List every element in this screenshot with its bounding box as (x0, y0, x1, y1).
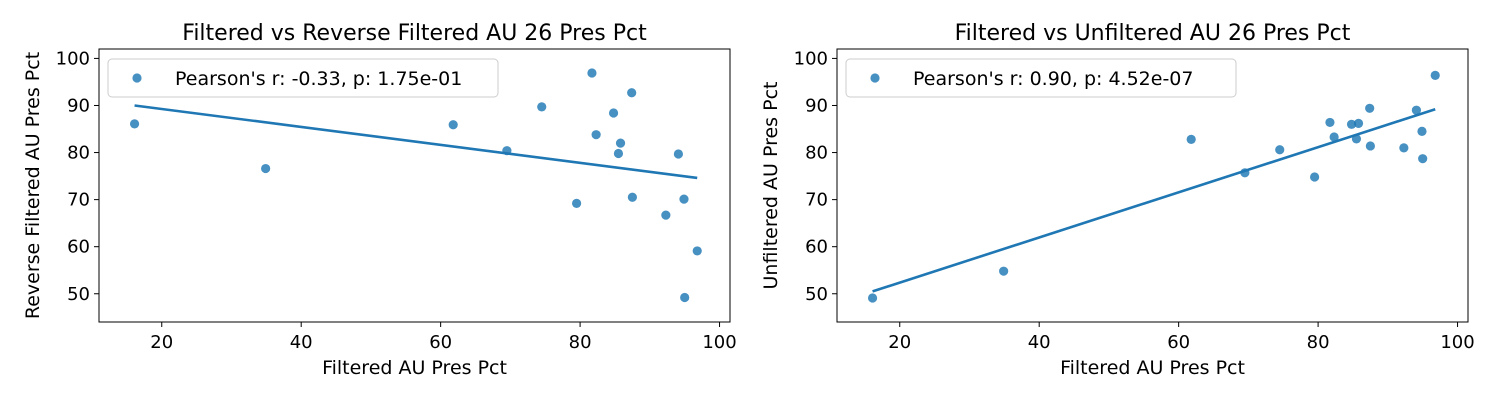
data-point (537, 102, 547, 112)
x-axis-label: Filtered AU Pres Pct (322, 357, 507, 379)
data-point (661, 210, 671, 220)
y-tick-label: 60 (67, 237, 90, 258)
x-tick-label: 40 (290, 332, 313, 353)
y-tick-label: 60 (805, 237, 828, 258)
data-point (627, 88, 637, 98)
y-tick-label: 80 (67, 143, 90, 164)
y-axis-label: Unfiltered AU Pres Pct (760, 82, 782, 290)
y-tick-label: 50 (67, 284, 90, 305)
x-tick-label: 60 (429, 332, 452, 353)
data-point (591, 130, 601, 140)
y-tick-label: 80 (805, 143, 828, 164)
x-tick-label: 20 (888, 332, 911, 353)
x-tick-label: 20 (150, 332, 173, 353)
y-tick-label: 90 (805, 95, 828, 116)
data-point (1346, 119, 1357, 129)
y-tick-label: 100 (794, 48, 828, 69)
legend-box (845, 58, 1237, 98)
legend-marker (132, 73, 142, 83)
plot-frame (98, 48, 731, 323)
data-point (572, 198, 582, 208)
data-point (1365, 141, 1375, 151)
data-point (692, 246, 702, 256)
chart-reverse-filtered: Filtered vs Reverse Filtered AU 26 Pres … (22, 21, 737, 379)
y-tick-label: 50 (805, 284, 828, 305)
data-point (448, 120, 458, 130)
data-point (867, 293, 878, 303)
data-point (680, 292, 690, 303)
data-point (1417, 126, 1427, 136)
data-point (1365, 103, 1375, 113)
x-tick-label: 100 (1440, 332, 1474, 353)
data-point (1325, 117, 1335, 128)
data-point (1411, 105, 1422, 115)
x-tick-label: 80 (1307, 332, 1330, 353)
y-tick-label: 70 (805, 190, 828, 211)
data-point (679, 194, 689, 204)
legend-label: Pearson's r: -0.33, p: 1.75e-01 (175, 68, 462, 90)
data-point (613, 148, 624, 159)
chart-unfiltered: Filtered vs Unfiltered AU 26 Pres Pct 20 4… (760, 21, 1475, 379)
data-point (1399, 143, 1409, 153)
regression-line (872, 108, 1436, 293)
data-point (615, 138, 626, 148)
regression-line (134, 104, 698, 180)
y-axis-label: Reverse Filtered AU Pres Pct (22, 52, 44, 319)
data-point (1430, 70, 1440, 80)
data-point (261, 163, 271, 174)
plot-frame (836, 48, 1469, 323)
x-tick-label: 100 (702, 332, 736, 353)
data-point (1329, 132, 1339, 142)
legend-box (107, 58, 499, 98)
x-tick-label: 60 (1167, 332, 1190, 353)
y-tick-label: 70 (67, 190, 90, 211)
chart-title: Filtered vs Reverse Filtered AU 26 Pres … (182, 21, 647, 46)
x-tick-label: 40 (1028, 332, 1051, 353)
data-point (608, 108, 619, 118)
legend-label: Pearson's r: 0.90, p: 4.52e-07 (913, 68, 1193, 90)
y-tick-label: 100 (56, 48, 90, 69)
data-point (673, 149, 684, 159)
data-point (1186, 134, 1196, 144)
data-point (999, 266, 1009, 276)
data-point (129, 119, 140, 129)
chart-title: Filtered vs Unfiltered AU 26 Pres Pct (955, 21, 1351, 46)
y-tick-label: 90 (67, 95, 90, 116)
data-point (1275, 145, 1285, 155)
legend-marker (870, 73, 880, 83)
data-point (1353, 118, 1364, 128)
data-point (1310, 172, 1320, 182)
x-tick-label: 80 (569, 332, 592, 353)
data-point (627, 192, 637, 202)
data-point (1418, 154, 1428, 164)
x-axis-label: Filtered AU Pres Pct (1060, 357, 1245, 379)
data-point (587, 68, 597, 78)
